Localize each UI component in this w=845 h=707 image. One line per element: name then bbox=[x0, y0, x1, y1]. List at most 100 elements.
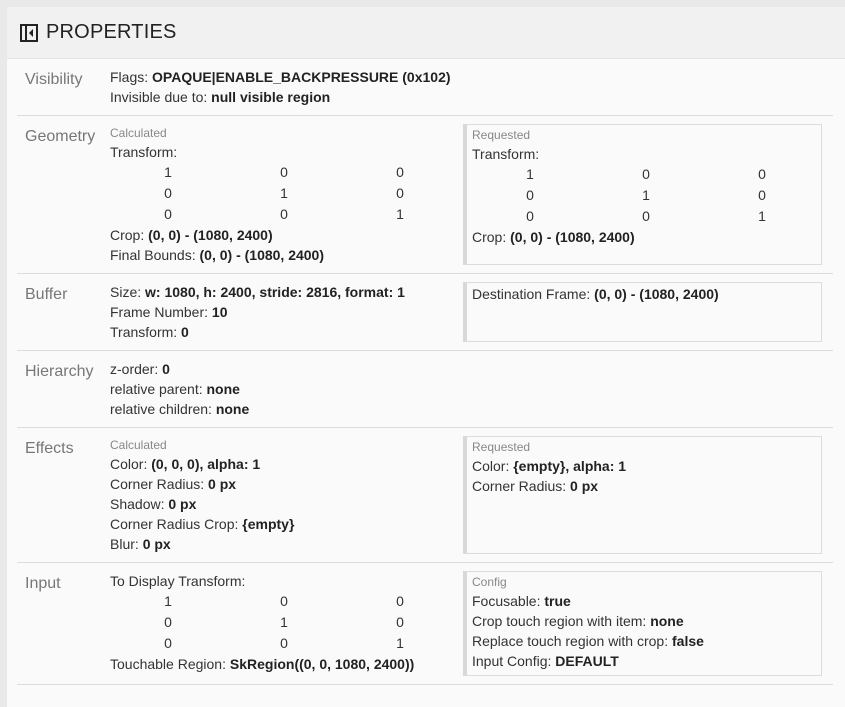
matrix-row: 1 0 0 bbox=[110, 162, 463, 183]
property-line: To Display Transform: bbox=[110, 571, 463, 591]
property-line: Corner Radius: 0 px bbox=[472, 476, 821, 496]
property-value: 10 bbox=[211, 304, 228, 320]
right-box: Requested Color: {empty}, alpha: 1 Corner … bbox=[463, 436, 822, 554]
property-key: To Display Transform: bbox=[110, 573, 246, 589]
property-key: Destination Frame: bbox=[472, 286, 595, 302]
matrix-row: 1 0 0 bbox=[110, 591, 463, 612]
property-line: Invisible due to: null visible region bbox=[110, 87, 463, 107]
column-subtitle: Calculated bbox=[110, 126, 167, 140]
matrix-cell: 1 bbox=[164, 593, 172, 609]
property-line: Corner Radius Crop: {empty} bbox=[110, 514, 463, 534]
matrix-row: 0 1 0 bbox=[110, 183, 463, 204]
matrix-cell: 0 bbox=[280, 164, 288, 180]
section-label: Effects bbox=[25, 440, 74, 457]
property-line: Input Config: DEFAULT bbox=[472, 651, 821, 671]
property-value: 0 bbox=[162, 361, 170, 377]
section-label: Buffer bbox=[25, 286, 68, 303]
right-box: Config Focusable: true Crop touch region w… bbox=[463, 571, 822, 676]
property-value: 0 px bbox=[570, 478, 599, 494]
property-line: z-order: 0 bbox=[110, 359, 463, 379]
matrix-cell: 1 bbox=[758, 208, 766, 224]
property-line: Corner Radius: 0 px bbox=[110, 474, 463, 494]
property-value: (0, 0, 0), alpha: 1 bbox=[151, 456, 261, 472]
matrix-cell: 0 bbox=[396, 185, 404, 201]
property-key: Input Config: bbox=[472, 653, 556, 669]
column-subtitle: Calculated bbox=[110, 438, 167, 452]
matrix-row: 0 1 0 bbox=[472, 185, 821, 206]
matrix-cell: 1 bbox=[396, 635, 404, 651]
property-key: Final Bounds: bbox=[110, 247, 200, 263]
matrix-cell: 0 bbox=[396, 614, 404, 630]
matrix-cell: 1 bbox=[164, 164, 172, 180]
property-line: relative children: none bbox=[110, 399, 463, 419]
left-column: Calculated Color: (0, 0, 0), alpha: 1 Corn… bbox=[110, 436, 463, 554]
property-key: Corner Radius Crop: bbox=[110, 516, 243, 532]
property-value: none bbox=[650, 613, 684, 629]
section-buffer: Buffer Size: w: 1080, h: 2400, stride: 28… bbox=[17, 274, 833, 351]
property-line: Shadow: 0 px bbox=[110, 494, 463, 514]
property-line: Touchable Region: SkRegion((0, 0, 1080, … bbox=[110, 654, 463, 674]
property-key: Transform: bbox=[110, 144, 178, 160]
property-value: OPAQUE|ENABLE_BACKPRESSURE (0x102) bbox=[152, 69, 451, 85]
property-key: z-order: bbox=[110, 361, 163, 377]
matrix-cell: 0 bbox=[280, 593, 288, 609]
property-key: Color: bbox=[472, 458, 514, 474]
transform-matrix: 1 0 0 0 1 0 0 0 1 bbox=[472, 164, 821, 227]
property-key: Replace touch region with crop: bbox=[472, 633, 672, 649]
matrix-cell: 1 bbox=[280, 614, 288, 630]
property-value: (0, 0) - (1080, 2400) bbox=[510, 229, 635, 245]
property-value: (0, 0) - (1080, 2400) bbox=[148, 227, 273, 243]
matrix-row: 0 0 1 bbox=[472, 206, 821, 227]
sidebar-collapse-icon[interactable] bbox=[20, 23, 38, 42]
matrix-cell: 0 bbox=[396, 593, 404, 609]
property-line: Focusable: true bbox=[472, 591, 821, 611]
matrix-cell: 1 bbox=[280, 185, 288, 201]
property-key: Crop touch region with item: bbox=[472, 613, 651, 629]
transform-matrix: 1 0 0 0 1 0 0 0 1 bbox=[110, 591, 463, 654]
matrix-cell: 0 bbox=[758, 187, 766, 203]
property-key: Touchable Region: bbox=[110, 656, 230, 672]
matrix-row: 0 0 1 bbox=[110, 633, 463, 654]
matrix-row: 0 0 1 bbox=[110, 204, 463, 225]
section-label: Geometry bbox=[25, 128, 96, 145]
property-value: true bbox=[544, 593, 571, 609]
property-key: Crop: bbox=[110, 227, 149, 243]
right-box: Requested Transform: 1 0 0 0 1 0 0 0 1 Crop: (0, 0)… bbox=[463, 124, 822, 265]
property-key: Shadow: bbox=[110, 496, 169, 512]
section-label: Visibility bbox=[25, 71, 83, 88]
property-value: null visible region bbox=[211, 89, 331, 105]
matrix-cell: 0 bbox=[526, 187, 534, 203]
property-line: Blur: 0 px bbox=[110, 534, 463, 554]
column-subtitle: Requested bbox=[472, 128, 531, 142]
property-key: Frame Number: bbox=[110, 304, 212, 320]
property-value: 0 px bbox=[142, 536, 171, 552]
matrix-cell: 0 bbox=[280, 635, 288, 651]
section-label: Hierarchy bbox=[25, 363, 94, 380]
matrix-cell: 0 bbox=[758, 166, 766, 182]
property-value: DEFAULT bbox=[555, 653, 619, 669]
property-line: Transform: 0 bbox=[110, 322, 463, 342]
matrix-cell: 0 bbox=[164, 635, 172, 651]
property-value: {empty}, alpha: 1 bbox=[513, 458, 627, 474]
matrix-row: 1 0 0 bbox=[472, 164, 821, 185]
panel-title: PROPERTIES bbox=[46, 21, 177, 43]
property-value: none bbox=[215, 401, 250, 417]
matrix-cell: 1 bbox=[642, 187, 650, 203]
property-value: 0 px bbox=[168, 496, 197, 512]
matrix-cell: 0 bbox=[642, 208, 650, 224]
property-key: Transform: bbox=[110, 324, 182, 340]
property-line: Replace touch region with crop: false bbox=[472, 631, 821, 651]
property-value: 0 bbox=[181, 324, 189, 340]
matrix-cell: 0 bbox=[642, 166, 650, 182]
section-hierarchy: Hierarchy z-order: 0 relative parent: none… bbox=[17, 351, 833, 428]
property-value: SkRegion((0, 0, 1080, 2400)) bbox=[229, 656, 415, 672]
matrix-cell: 0 bbox=[164, 185, 172, 201]
property-key: Invisible due to: bbox=[110, 89, 212, 105]
right-box: Destination Frame: (0, 0) - (1080, 2400) bbox=[463, 282, 822, 342]
property-line: Destination Frame: (0, 0) - (1080, 2400) bbox=[472, 284, 821, 304]
property-key: Blur: bbox=[110, 536, 143, 552]
property-line: relative parent: none bbox=[110, 379, 463, 399]
section-input: Input To Display Transform: 1 0 0 0 1 0 0 0 1 Touch… bbox=[17, 563, 833, 685]
matrix-cell: 0 bbox=[280, 206, 288, 222]
matrix-cell: 1 bbox=[396, 206, 404, 222]
